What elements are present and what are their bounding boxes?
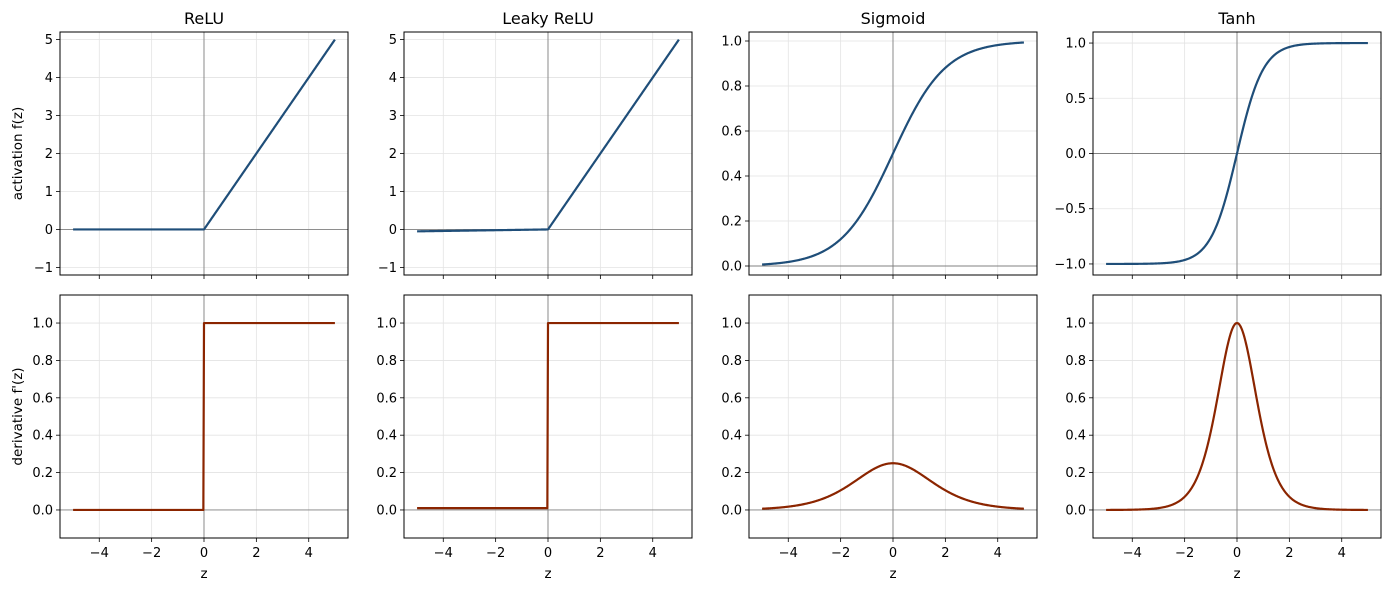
y-tick-label: 0.4 xyxy=(32,429,53,444)
y-tick-label: −1.0 xyxy=(1054,257,1086,272)
x-tick-label: 4 xyxy=(994,546,1002,561)
x-tick-label: 4 xyxy=(1338,546,1346,561)
y-tick-label: 5 xyxy=(389,33,397,48)
y-tick-label: 1.0 xyxy=(1065,317,1086,332)
y-tick-label: 0.2 xyxy=(721,215,742,230)
y-tick-label: 3 xyxy=(389,109,397,124)
y-tick-label: 1 xyxy=(45,185,53,200)
x-tick-label: 4 xyxy=(305,546,313,561)
panel-leaky-relu-activation: −1 0 1 2 3 4 5 Leaky ReLU xyxy=(378,9,693,279)
panel-relu-activation: −1 0 1 2 3 4 5 ReLU activation f(z) xyxy=(10,9,349,279)
y-axis-label: activation f(z) xyxy=(10,107,26,201)
x-axis-label: z xyxy=(1233,566,1240,582)
y-tick-label: 0.2 xyxy=(32,466,53,481)
y-tick-label: 2 xyxy=(45,147,53,162)
x-tick-label: 2 xyxy=(941,546,949,561)
x-tick-label: −4 xyxy=(1123,546,1142,561)
y-tick-label: 0.0 xyxy=(1065,503,1086,518)
y-tick-label: 0.0 xyxy=(32,503,53,518)
y-tick-label: 0.4 xyxy=(721,170,742,185)
y-tick-label: 5 xyxy=(45,33,53,48)
series-line-activation xyxy=(761,41,1025,266)
y-tick-label: 0.8 xyxy=(1065,354,1086,369)
series-line-activation xyxy=(1105,41,1369,266)
series-line-derivative xyxy=(72,321,336,512)
x-tick-label: −4 xyxy=(434,546,453,561)
y-tick-label: 2 xyxy=(389,147,397,162)
panel-sigmoid-derivative: −4 −2 0 2 4 0.0 0.2 0.4 0.6 0.8 1.0 z xyxy=(721,294,1038,582)
y-tick-label: 0.6 xyxy=(1065,391,1086,406)
y-tick-label: 0.0 xyxy=(721,503,742,518)
y-tick-label: 1.0 xyxy=(721,317,742,332)
y-tick-label: 0.4 xyxy=(376,429,397,444)
y-tick-label: 0.4 xyxy=(1065,429,1086,444)
x-axis-label: z xyxy=(889,566,896,582)
panel-title: Sigmoid xyxy=(861,9,926,28)
y-tick-label: 0.8 xyxy=(721,80,742,95)
y-tick-label: 0.0 xyxy=(721,260,742,275)
y-tick-label: 0.5 xyxy=(1065,92,1086,107)
series-line-derivative xyxy=(1105,321,1369,512)
x-tick-label: 0 xyxy=(200,546,208,561)
panel-relu-derivative: −4 −2 0 2 4 0.0 0.2 0.4 0.6 0.8 1.0 z derivative f'(… xyxy=(10,294,349,582)
x-tick-label: −2 xyxy=(831,546,850,561)
y-tick-label: −1 xyxy=(34,261,53,276)
y-tick-label: 0.6 xyxy=(721,391,742,406)
y-tick-label: 0.8 xyxy=(721,354,742,369)
x-tick-label: 2 xyxy=(252,546,260,561)
y-axis-label: derivative f'(z) xyxy=(10,367,26,465)
y-tick-label: 0.8 xyxy=(32,354,53,369)
y-tick-label: 1 xyxy=(389,185,397,200)
y-tick-label: 1.0 xyxy=(32,317,53,332)
x-tick-label: 4 xyxy=(649,546,657,561)
y-tick-label: 0 xyxy=(45,223,53,238)
x-tick-label: −4 xyxy=(90,546,109,561)
y-tick-label: 0.2 xyxy=(376,466,397,481)
y-tick-label: 3 xyxy=(45,109,53,124)
x-axis-label: z xyxy=(544,566,551,582)
y-tick-label: 0.8 xyxy=(376,354,397,369)
x-axis-label: z xyxy=(200,566,207,582)
y-tick-label: 1.0 xyxy=(376,317,397,332)
panel-sigmoid-activation: 0.0 0.2 0.4 0.6 0.8 1.0 Sigmoid xyxy=(721,9,1038,279)
x-tick-label: 0 xyxy=(544,546,552,561)
x-tick-label: 0 xyxy=(1233,546,1241,561)
series-line-derivative xyxy=(416,321,680,510)
x-tick-label: −2 xyxy=(486,546,505,561)
x-tick-label: −4 xyxy=(779,546,798,561)
panel-leaky-relu-derivative: −4 −2 0 2 4 0.0 0.2 0.4 0.6 0.8 1.0 z xyxy=(376,294,693,582)
y-tick-label: 0.4 xyxy=(721,429,742,444)
y-tick-label: 4 xyxy=(45,71,53,86)
y-tick-label: 0.6 xyxy=(32,391,53,406)
series-line-activation xyxy=(72,38,336,231)
series-line-activation xyxy=(416,38,680,233)
y-tick-label: 0.6 xyxy=(721,125,742,140)
panel-title: Leaky ReLU xyxy=(502,9,594,28)
y-tick-label: 0.0 xyxy=(1065,147,1086,162)
x-tick-label: −2 xyxy=(142,546,161,561)
panel-tanh-derivative: −4 −2 0 2 4 0.0 0.2 0.4 0.6 0.8 1.0 z xyxy=(1065,294,1382,582)
y-tick-label: 0.2 xyxy=(1065,466,1086,481)
x-tick-label: 0 xyxy=(889,546,897,561)
y-tick-label: −1 xyxy=(378,261,397,276)
y-tick-label: 4 xyxy=(389,71,397,86)
y-tick-label: 0.2 xyxy=(721,466,742,481)
panel-tanh-activation: −1.0 −0.5 0.0 0.5 1.0 Tanh xyxy=(1054,9,1382,279)
series-line-derivative xyxy=(761,462,1025,510)
x-tick-label: −2 xyxy=(1175,546,1194,561)
panel-title: ReLU xyxy=(184,9,224,28)
x-tick-label: 2 xyxy=(1285,546,1293,561)
y-tick-label: −0.5 xyxy=(1054,202,1086,217)
y-tick-label: 0.0 xyxy=(376,503,397,518)
panel-title: Tanh xyxy=(1217,9,1255,28)
x-tick-label: 2 xyxy=(596,546,604,561)
y-tick-label: 0 xyxy=(389,223,397,238)
y-tick-label: 1.0 xyxy=(721,35,742,50)
y-tick-label: 0.6 xyxy=(376,391,397,406)
y-tick-label: 1.0 xyxy=(1065,37,1086,52)
